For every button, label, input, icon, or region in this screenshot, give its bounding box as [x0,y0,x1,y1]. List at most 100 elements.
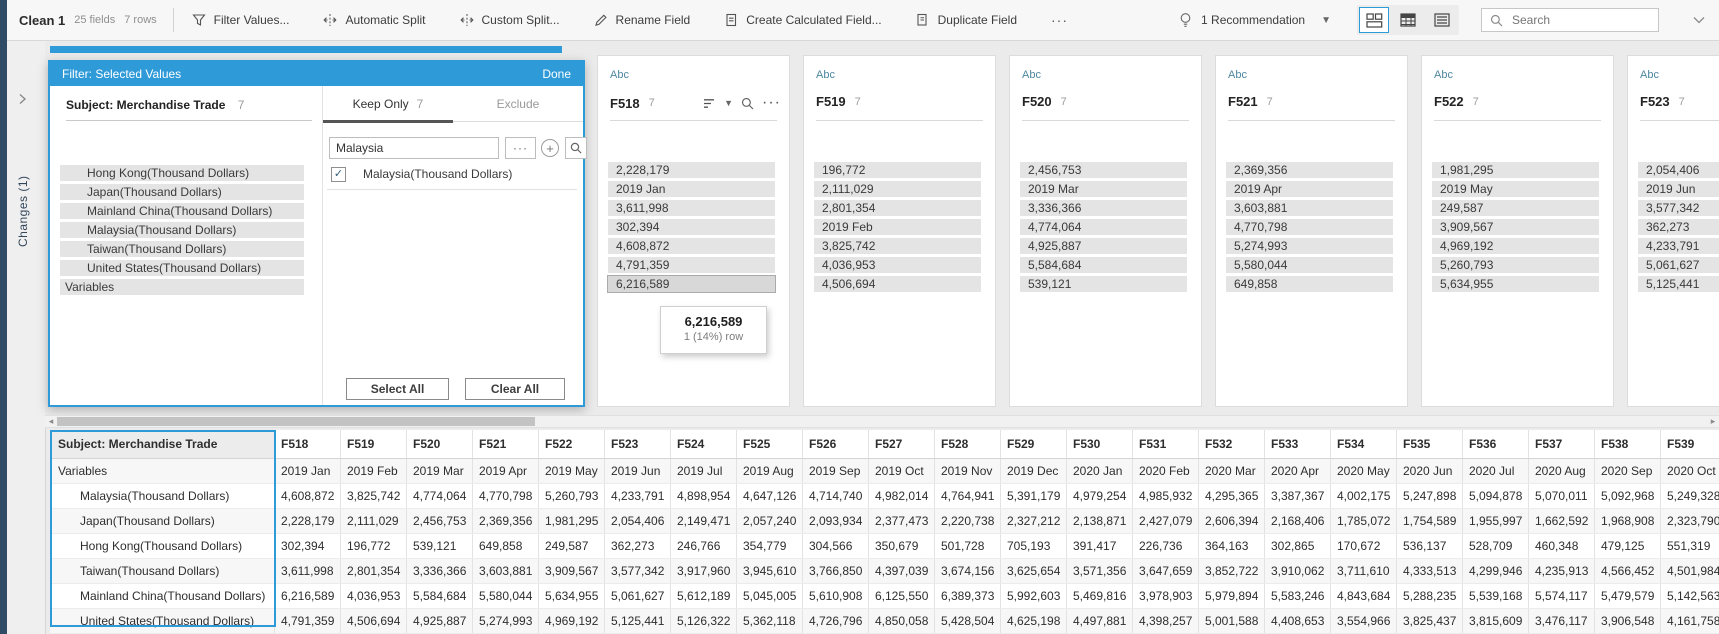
grid-cell[interactable]: 2020 Aug [1529,459,1595,483]
field-value-bar[interactable]: 5,634,955 [1432,276,1599,292]
search-icon[interactable] [741,97,754,110]
duplicate-field-button[interactable]: Duplicate Field [916,13,1017,27]
field-profile-card[interactable]: Abc F518 7 ▼ ··· 2,228,179 2019 Jan 3,611,… [597,55,790,407]
grid-cell[interactable]: 2019 Aug [737,459,803,483]
filter-field-value[interactable]: Japan(Thousand Dollars) [60,184,304,200]
grid-cell[interactable]: 5,092,968 [1595,484,1661,508]
grid-cell[interactable]: 2020 May [1331,459,1397,483]
field-value-bar[interactable]: 5,274,993 [1226,238,1393,254]
grid-cell[interactable]: 5,992,603 [1001,584,1067,608]
changes-panel-collapsed[interactable]: Changes (1) [7,41,46,634]
field-value-bar[interactable]: 5,125,441 [1638,276,1719,292]
field-name[interactable]: F519 [816,94,846,109]
field-profile-card[interactable]: Abc F519 7 ▼ ··· 196,7722,111,0292,801,3… [803,55,996,407]
grid-cell[interactable]: 3,825,437 [1397,609,1463,633]
grid-cell[interactable]: 2,327,212 [1001,509,1067,533]
grid-cell[interactable]: 4,497,881 [1067,609,1133,633]
field-value-bar[interactable]: 4,925,887 [1020,238,1187,254]
grid-cell[interactable]: 5,979,894 [1199,584,1265,608]
grid-cell[interactable]: 3,909,567 [539,559,605,583]
grid-column-header[interactable]: F530 [1067,430,1133,458]
grid-cell[interactable]: 2020 Sep [1595,459,1661,483]
grid-cell[interactable]: 3,336,366 [407,559,473,583]
field-value-bar[interactable]: 2019 Feb [814,219,981,235]
field-value-bar[interactable]: 4,506,694 [814,276,981,292]
grid-cell[interactable]: 3,825,742 [341,484,407,508]
grid-cell[interactable]: 4,608,872 [275,484,341,508]
grid-row-label[interactable]: Variables [50,459,275,483]
grid-cell[interactable]: 5,610,908 [803,584,869,608]
grid-cell[interactable]: 364,163 [1199,534,1265,558]
tab-keep-only[interactable]: Keep Only 7 [323,86,453,123]
grid-cell[interactable]: 2019 Feb [341,459,407,483]
grid-cell[interactable]: 354,779 [737,534,803,558]
grid-cell[interactable]: 4,764,941 [935,484,1001,508]
grid-column-header[interactable]: F525 [737,430,803,458]
scroll-right-icon[interactable]: ▸ [1710,416,1716,426]
grid-cell[interactable]: 3,945,610 [737,559,803,583]
grid-cell[interactable]: 2019 Jan [275,459,341,483]
grid-cell[interactable]: 3,476,117 [1529,609,1595,633]
grid-cell[interactable]: 3,906,548 [1595,609,1661,633]
grid-column-header[interactable]: F529 [1001,430,1067,458]
field-value-bar[interactable]: 4,774,064 [1020,219,1187,235]
grid-cell[interactable]: 4,898,954 [671,484,737,508]
grid-row-label[interactable]: United States(Thousand Dollars) [50,609,275,633]
view-profile-and-data-button[interactable] [1359,7,1389,33]
grid-column-header[interactable]: F537 [1529,430,1595,458]
field-value-bar[interactable]: 5,584,684 [1020,257,1187,273]
scrollbar-thumb[interactable] [57,417,535,426]
grid-cell[interactable]: 2,054,406 [605,509,671,533]
grid-cell[interactable]: 2019 Mar [407,459,473,483]
grid-row-label[interactable]: Japan(Thousand Dollars) [50,509,275,533]
field-value-bar[interactable]: 539,121 [1020,276,1187,292]
grid-cell[interactable]: 2,168,406 [1265,509,1331,533]
grid-cell[interactable]: 4,002,175 [1331,484,1397,508]
grid-cell[interactable]: 3,387,367 [1265,484,1331,508]
create-calculated-field-button[interactable]: Create Calculated Field... [724,13,882,27]
rename-field-button[interactable]: Rename Field [594,13,690,27]
filter-field-value[interactable]: Hong Kong(Thousand Dollars) [60,165,304,181]
grid-cell[interactable]: 5,583,246 [1265,584,1331,608]
grid-column-header[interactable]: F523 [605,430,671,458]
grid-cell[interactable]: 3,647,659 [1133,559,1199,583]
grid-cell[interactable]: 4,714,740 [803,484,869,508]
grid-cell[interactable]: 5,612,189 [671,584,737,608]
grid-cell[interactable]: 4,295,365 [1199,484,1265,508]
grid-cell[interactable]: 4,985,932 [1133,484,1199,508]
grid-cell[interactable]: 2,149,471 [671,509,737,533]
field-name[interactable]: F518 [610,95,640,111]
grid-cell[interactable]: 3,603,881 [473,559,539,583]
grid-cell[interactable]: 3,917,960 [671,559,737,583]
grid-cell[interactable]: 5,125,441 [605,609,671,633]
grid-cell[interactable]: 3,571,356 [1067,559,1133,583]
field-value-bar[interactable]: 3,909,567 [1432,219,1599,235]
grid-cell[interactable]: 539,121 [407,534,473,558]
checkbox-checked-icon[interactable]: ✓ [331,166,346,182]
grid-cell[interactable]: 304,566 [803,534,869,558]
field-value-bar[interactable]: 3,577,342 [1638,200,1719,216]
grid-cell[interactable]: 5,539,168 [1463,584,1529,608]
grid-column-header[interactable]: F520 [407,430,473,458]
grid-column-header[interactable]: F519 [341,430,407,458]
grid-row-label[interactable]: Taiwan(Thousand Dollars) [50,559,275,583]
grid-cell[interactable]: 302,394 [275,534,341,558]
grid-cell[interactable]: 4,791,359 [275,609,341,633]
field-value-bar[interactable]: 2,801,354 [814,200,981,216]
grid-cell[interactable]: 3,625,654 [1001,559,1067,583]
grid-cell[interactable]: 2019 Nov [935,459,1001,483]
filter-field-value[interactable]: Variables [60,279,304,295]
grid-cell[interactable]: 705,193 [1001,534,1067,558]
grid-cell[interactable]: 4,774,064 [407,484,473,508]
grid-cell[interactable]: 3,554,966 [1331,609,1397,633]
field-value-bar[interactable]: 196,772 [814,162,981,178]
field-value-bar[interactable]: 4,036,953 [814,257,981,273]
grid-column-header[interactable]: F527 [869,430,935,458]
grid-cell[interactable]: 1,968,908 [1595,509,1661,533]
grid-cell[interactable]: 3,852,722 [1199,559,1265,583]
sort-icon[interactable] [703,98,716,109]
chevron-right-icon[interactable] [18,93,27,105]
grid-cell[interactable]: 4,299,946 [1463,559,1529,583]
